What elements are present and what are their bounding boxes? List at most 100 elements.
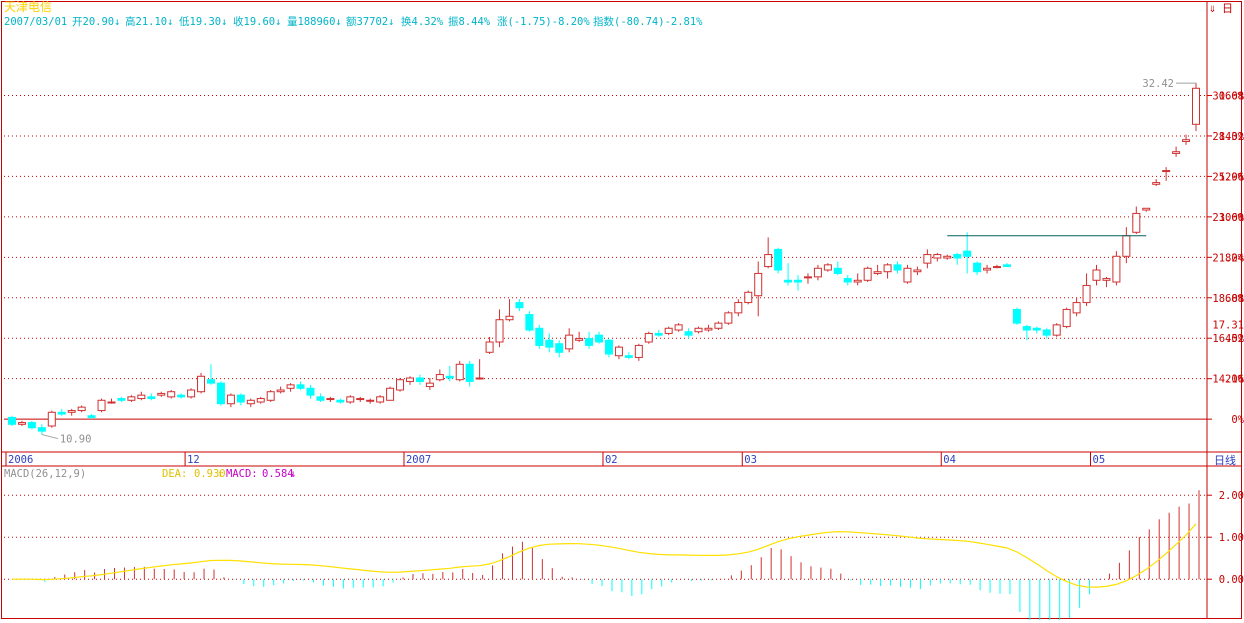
candle [455, 360, 464, 382]
candle [525, 311, 534, 332]
candle [1192, 83, 1200, 132]
date-tick-label: 03 [744, 454, 757, 466]
candle-body [714, 322, 723, 329]
candle [555, 340, 564, 358]
candle [296, 381, 305, 390]
candle-body [236, 394, 245, 403]
candle [157, 391, 166, 397]
candle-body [525, 314, 534, 331]
header-bar: 天津电信 2007/03/01 开20.90↓ 高21.10↓ 低19.30↓ … [4, 0, 703, 28]
macd-arrow: ↓ [290, 468, 296, 480]
percent-tick-label: 80% [1225, 252, 1244, 264]
candle-body [495, 319, 504, 343]
candle [575, 331, 584, 342]
candle [87, 414, 96, 420]
period-day-label[interactable]: 日 [1222, 2, 1233, 15]
candle-body [107, 401, 116, 404]
period-label[interactable]: 日线 [1214, 453, 1236, 467]
price-tick-label: 14.16 [1212, 374, 1244, 386]
candle-body [734, 302, 743, 314]
candle-body [246, 399, 255, 405]
candle [346, 395, 355, 404]
candle-body [813, 267, 822, 278]
candle-body [485, 341, 494, 353]
candle-body [704, 327, 713, 331]
candle [117, 396, 126, 402]
candle [147, 393, 156, 401]
candle [57, 408, 66, 416]
candle-body [893, 264, 902, 271]
candle [1142, 207, 1151, 212]
candle-body [226, 394, 235, 405]
percent-tick-label: 140% [1219, 131, 1244, 143]
macd-gridlines [4, 494, 1207, 580]
candle [724, 311, 733, 325]
header-close: 收19.60↓ [233, 15, 281, 28]
candle [624, 352, 633, 360]
candle-body [1022, 326, 1031, 331]
candle-body [803, 276, 812, 279]
header-volume: 量188960↓ [287, 16, 342, 28]
candle [953, 252, 962, 265]
candle [803, 273, 812, 284]
header-open: 开20.90↓ [72, 16, 120, 28]
candle [614, 345, 623, 360]
candle [256, 396, 265, 404]
candle [1032, 326, 1041, 334]
candle [1002, 263, 1011, 268]
candle-body [415, 377, 424, 382]
macd-tick-label: 2.00 [1219, 490, 1244, 502]
arrow-down-icon[interactable]: ⇓ [1209, 1, 1216, 15]
price-tick-label: 16.52 [1212, 333, 1244, 345]
candle-body [445, 375, 454, 379]
candle [1092, 264, 1101, 286]
candle-body [356, 398, 365, 401]
candle-body [435, 374, 444, 381]
candle-body [1062, 308, 1071, 328]
candle-body [983, 267, 992, 271]
candle-body [565, 334, 574, 350]
dea-curve [11, 523, 1197, 588]
candle [216, 381, 225, 406]
candle [97, 398, 106, 413]
stock-name: 天津电信 [4, 0, 52, 14]
candle-body [634, 344, 643, 358]
price-annotations: 32.42 10.90 [41, 78, 1196, 446]
candle-body [794, 279, 803, 283]
candle-body [1162, 170, 1171, 173]
candle [903, 264, 912, 284]
candle-body [823, 264, 832, 271]
candle-body [664, 327, 673, 334]
candle [1072, 297, 1081, 317]
candle-body [127, 396, 136, 401]
candle [366, 398, 375, 404]
candle [515, 299, 524, 312]
candlestick-series [8, 83, 1200, 435]
candle-body [396, 379, 405, 391]
candle-body [177, 394, 186, 398]
candle [923, 249, 932, 269]
candle-body [8, 416, 16, 425]
candle [604, 338, 613, 358]
period-toggle[interactable]: ⇓ 日 [1209, 1, 1233, 15]
candle [1052, 323, 1061, 337]
candle-body [624, 355, 633, 358]
dea-line [11, 523, 1197, 588]
candle [774, 247, 783, 274]
candle [545, 333, 554, 353]
macd-value: 0.584 [262, 468, 294, 480]
candle [973, 261, 982, 276]
candle [863, 266, 872, 282]
candle-body [425, 382, 434, 388]
candle [1112, 251, 1121, 286]
candle-body [993, 266, 1002, 269]
candle-body [774, 248, 783, 271]
percent-tick-label: 40% [1225, 333, 1244, 345]
candle-body [1152, 182, 1161, 185]
candle [485, 336, 494, 354]
price-tick-label: 28.32 [1212, 131, 1244, 143]
candle-body [873, 271, 882, 274]
